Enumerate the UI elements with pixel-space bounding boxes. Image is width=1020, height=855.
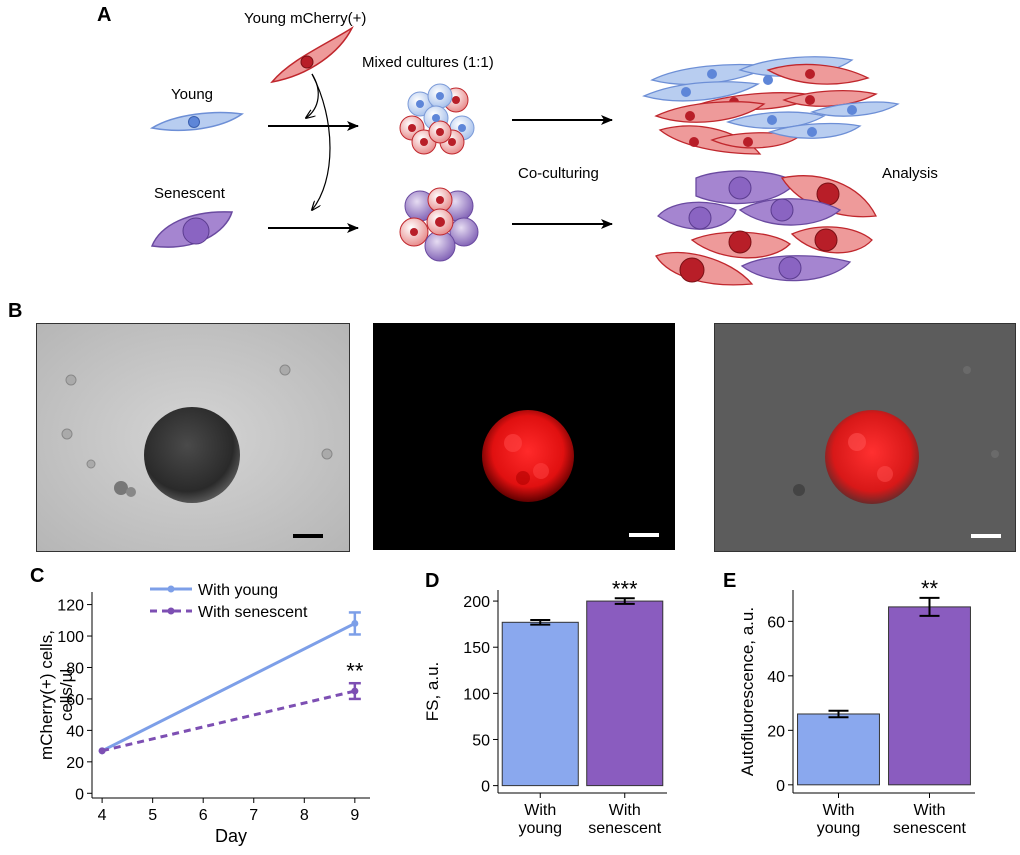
merged-image [715,324,1015,551]
label-senescent: Senescent [154,185,225,202]
c-legend-label: With senescent [198,604,308,621]
e-x-tick-label: With [914,802,946,819]
d-bar [501,621,579,787]
c-point [351,619,359,627]
panel-c-letter: C [30,565,45,587]
c-series-line [101,622,356,753]
c-y-label-line: cells/µl [57,669,76,721]
brightfield-image [37,324,349,551]
c-x-tick-label: 8 [300,807,309,824]
e-y-tick-label: 40 [767,669,785,686]
label-analysis: Analysis [882,165,938,182]
d-x-tick-label: senescent [588,820,661,837]
young-cell [149,111,244,132]
c-y-tick-label: 40 [66,723,84,740]
micro-merged [714,323,1016,552]
d-x-tick-label: With [524,802,556,819]
d-y-tick-label: 100 [463,686,490,703]
coculture-young [642,56,900,155]
label-young: Young [171,86,213,103]
d-y-tick-label: 0 [481,779,490,796]
d-significance: *** [612,580,638,601]
c-y-tick-label: 80 [66,660,84,677]
d-x-tick-label: With [609,802,641,819]
c-series-line [101,689,356,753]
e-significance: ** [921,580,939,601]
e-y-tick-label: 0 [776,778,785,795]
fluorescence-image [373,323,675,550]
e-y-tick-label: 60 [767,614,785,631]
c-significance: ** [346,659,364,684]
c-y-tick-label: 60 [66,692,84,709]
young-mcherry-cell [270,25,354,84]
schematic-a [149,25,900,286]
c-y-tick-label: 0 [75,786,84,803]
panel-b-letter: B [8,300,23,322]
e-bar [797,713,880,786]
e-x-tick-label: With [823,802,855,819]
d-y-tick-label: 200 [463,594,490,611]
micro-fluorescence [373,323,675,550]
c-point [351,687,359,695]
spheroid-senescent-mix [399,187,479,262]
c-y-label-line: mCherry(+) cells, [40,630,56,760]
c-y-label: mCherry(+) cells,cells/µl [40,630,76,760]
e-x-tick-label: senescent [893,820,966,837]
spheroid-young-mix [399,83,475,155]
c-x-tick-label: 9 [350,807,359,824]
c-y-tick-label: 20 [66,755,84,772]
c-y-tick-label: 120 [57,598,84,615]
coculture-senescent [655,170,877,286]
panel-d-letter: D [425,570,440,592]
label-young-mcherry: Young mCherry(+) [244,10,367,27]
d-y-label: FS, a.u. [423,662,442,722]
senescent-cell [150,211,233,248]
d-y-tick-label: 50 [472,732,490,749]
e-y-label: Autofluorescence, a.u. [738,607,757,776]
c-legend-marker [167,585,175,593]
panel-a-letter: A [97,4,112,26]
c-x-tick-label: 4 [98,807,107,824]
panel-e-letter: E [723,570,737,592]
c-x-tick-label: 7 [249,807,258,824]
d-bar [586,600,664,787]
chart-c: 0 20 40 60 80 100 120 4 5 6 7 8 9 Day mCherry(+) cells… [40,582,370,846]
c-x-tick-label: 6 [199,807,208,824]
label-mixed-cultures: Mixed cultures (1:1) [362,54,494,71]
c-x-tick-label: 5 [148,807,157,824]
c-legend-marker [167,607,175,615]
e-bar [888,606,971,786]
micro-brightfield [36,323,350,552]
label-coculturing: Co-culturing [518,165,599,182]
d-x-tick-label: young [518,820,562,837]
c-y-tick-label: 100 [57,629,84,646]
c-x-label: Day [215,826,247,846]
e-x-tick-label: young [817,820,861,837]
c-point [98,747,106,755]
c-legend-label: With young [198,582,278,599]
e-y-tick-label: 20 [767,723,785,740]
d-y-tick-label: 150 [463,640,490,657]
